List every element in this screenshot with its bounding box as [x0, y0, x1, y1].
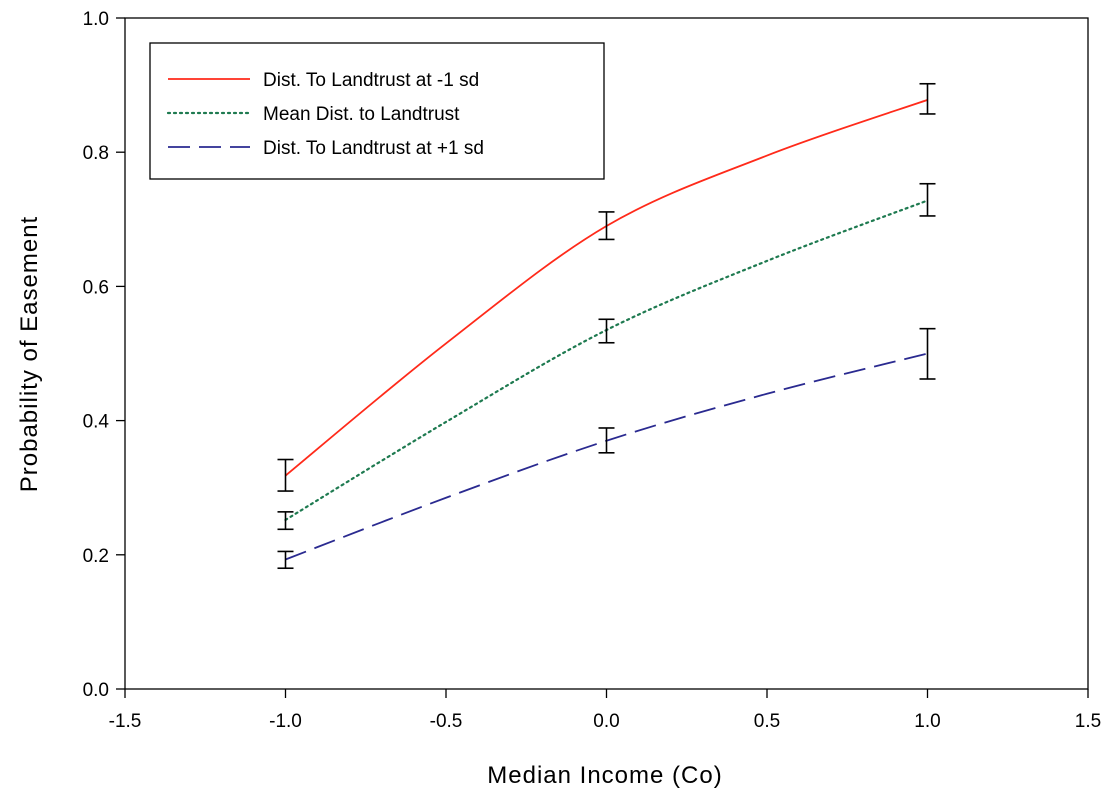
- y-tick-label: 0.6: [83, 277, 109, 298]
- error-bar-series-1: [277, 458, 294, 492]
- x-tick-label: -0.5: [430, 711, 463, 732]
- error-bar-series-3: [598, 427, 615, 454]
- legend: Dist. To Landtrust at -1 sd Mean Dist. to…: [149, 42, 605, 180]
- error-bar-series-1: [598, 211, 615, 241]
- legend-entry-3: Dist. To Landtrust at +1 sd: [168, 138, 484, 159]
- series-line-3: [285, 352, 928, 561]
- legend-entry-2: Mean Dist. to Landtrust: [166, 104, 460, 125]
- y-tick-label: 0.8: [83, 143, 109, 164]
- y-axis: 0.0 0.2 0.4 0.6 0.8 1.0: [83, 9, 125, 701]
- series-line-2: [284, 199, 929, 522]
- x-axis-title: Median Income (Co): [487, 762, 722, 789]
- x-axis: -1.5 -1.0 -0.5 0.0 0.5 1.0 1.5: [109, 689, 1101, 732]
- x-tick-label: 1.0: [914, 711, 940, 732]
- y-tick-label: 0.0: [83, 680, 109, 701]
- legend-label: Dist. To Landtrust at -1 sd: [263, 70, 479, 91]
- error-bar-series-3: [277, 550, 294, 570]
- x-tick-label: -1.0: [269, 711, 302, 732]
- x-tick-label: 1.5: [1075, 711, 1101, 732]
- legend-box: [149, 42, 605, 180]
- error-bar-series-2: [277, 511, 294, 531]
- legend-label: Mean Dist. to Landtrust: [263, 104, 460, 125]
- legend-label: Dist. To Landtrust at +1 sd: [263, 138, 484, 159]
- error-bar-series-2: [598, 318, 615, 344]
- error-bar-series-1: [919, 82, 936, 115]
- x-tick-label: -1.5: [109, 711, 142, 732]
- errorbar-layer: [277, 82, 936, 570]
- y-tick-label: 0.4: [83, 412, 110, 433]
- y-tick-label: 0.2: [83, 546, 109, 567]
- x-tick-label: 0.5: [754, 711, 780, 732]
- y-axis-title: Probability of Easement: [16, 216, 43, 492]
- x-tick-label: 0.0: [593, 711, 619, 732]
- error-bar-series-2: [919, 182, 936, 217]
- legend-entry-1: Dist. To Landtrust at -1 sd: [168, 70, 479, 91]
- y-tick-label: 1.0: [83, 9, 109, 30]
- error-bar-series-3: [919, 327, 936, 380]
